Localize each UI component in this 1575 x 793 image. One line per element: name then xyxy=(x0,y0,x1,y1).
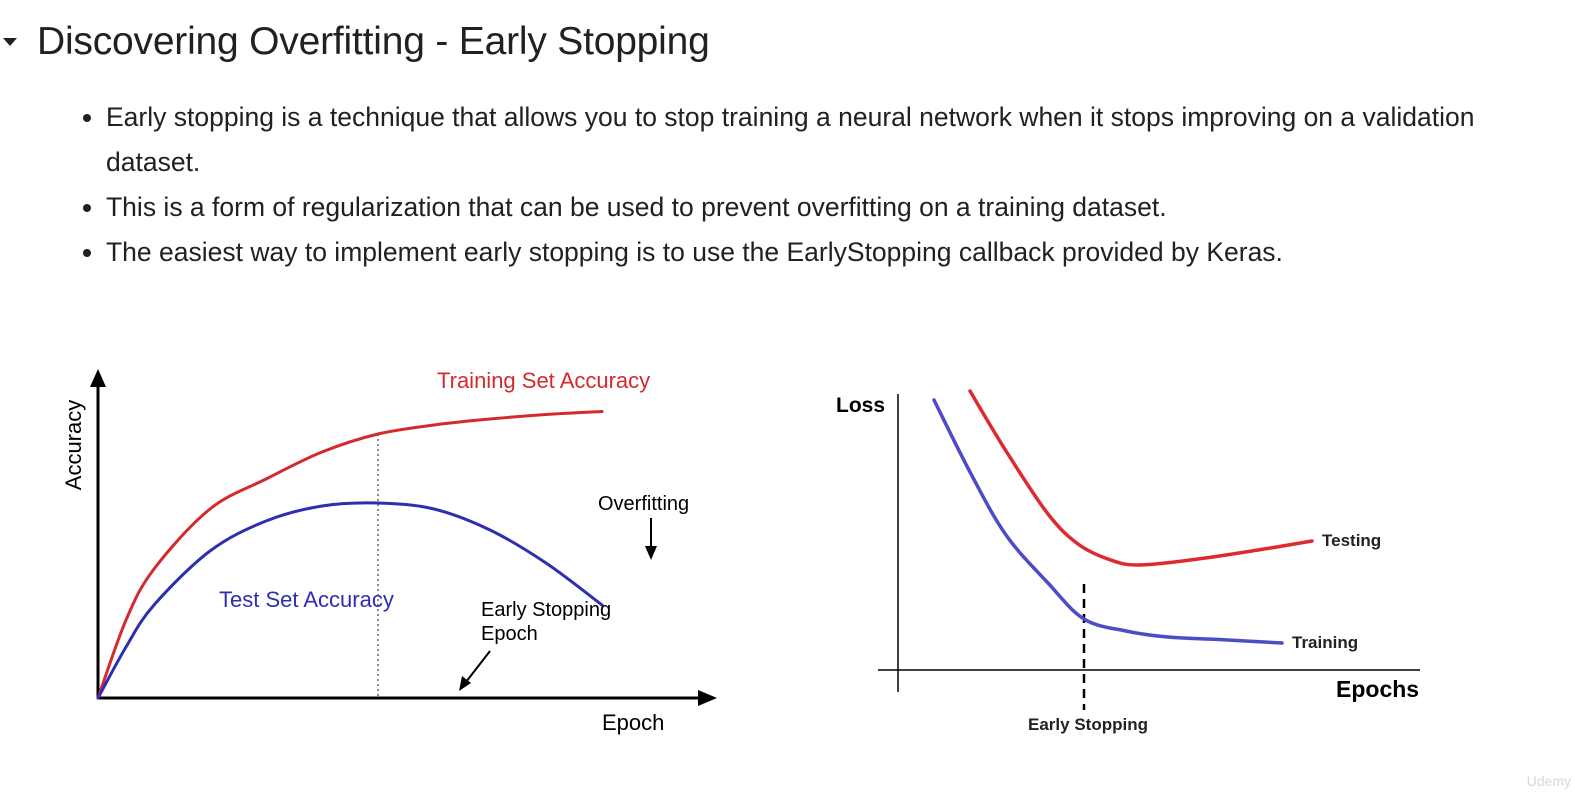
series-label: Training xyxy=(1292,633,1358,652)
x-axis-label: Epochs xyxy=(1336,676,1419,702)
y-axis-arrow-icon xyxy=(90,369,106,387)
annotation-text: Overfitting xyxy=(598,493,689,515)
y-axis-label: Accuracy xyxy=(61,400,86,490)
series-label: Training Set Accuracy xyxy=(437,368,650,393)
x-axis-label: Epoch xyxy=(602,710,664,735)
testing-loss-line xyxy=(968,389,1314,567)
arrow-down-icon xyxy=(645,546,657,560)
section-title: Discovering Overfitting - Early Stopping xyxy=(37,20,710,63)
bullet-item: This is a form of regularization that ca… xyxy=(80,185,1560,230)
annotation-text: Early Stopping xyxy=(481,599,611,621)
annotation-text: Epoch xyxy=(481,623,538,645)
accuracy-chart-svg: Training Set Accuracy Test Set Accuracy Ep… xyxy=(61,368,717,735)
accuracy-chart: Training Set Accuracy Test Set Accuracy Ep… xyxy=(50,355,730,750)
section-header: Discovering Overfitting - Early Stopping xyxy=(0,14,710,70)
bullet-list: Early stopping is a technique that allow… xyxy=(80,95,1560,275)
test-accuracy-line xyxy=(96,501,604,700)
caret-down-icon[interactable] xyxy=(3,38,17,46)
bullet-item: The easiest way to implement early stopp… xyxy=(80,230,1560,275)
series-label: Testing xyxy=(1322,531,1381,550)
training-accuracy-line xyxy=(96,410,604,700)
training-loss-line xyxy=(932,398,1284,645)
annotation-text: Early Stopping xyxy=(1028,715,1148,734)
watermark: Udemy xyxy=(1526,773,1571,789)
annotation-arrow xyxy=(465,650,491,683)
series-label: Test Set Accuracy xyxy=(219,587,394,612)
y-axis-label: Loss xyxy=(836,394,885,417)
loss-chart-svg: Testing Training Loss Epochs Early Stopping xyxy=(836,389,1420,734)
bullet-item: Early stopping is a technique that allow… xyxy=(80,95,1560,185)
loss-chart: Testing Training Loss Epochs Early Stopping xyxy=(820,380,1440,745)
x-axis-arrow-icon xyxy=(698,690,717,706)
arrow-down-left-icon xyxy=(459,676,471,691)
